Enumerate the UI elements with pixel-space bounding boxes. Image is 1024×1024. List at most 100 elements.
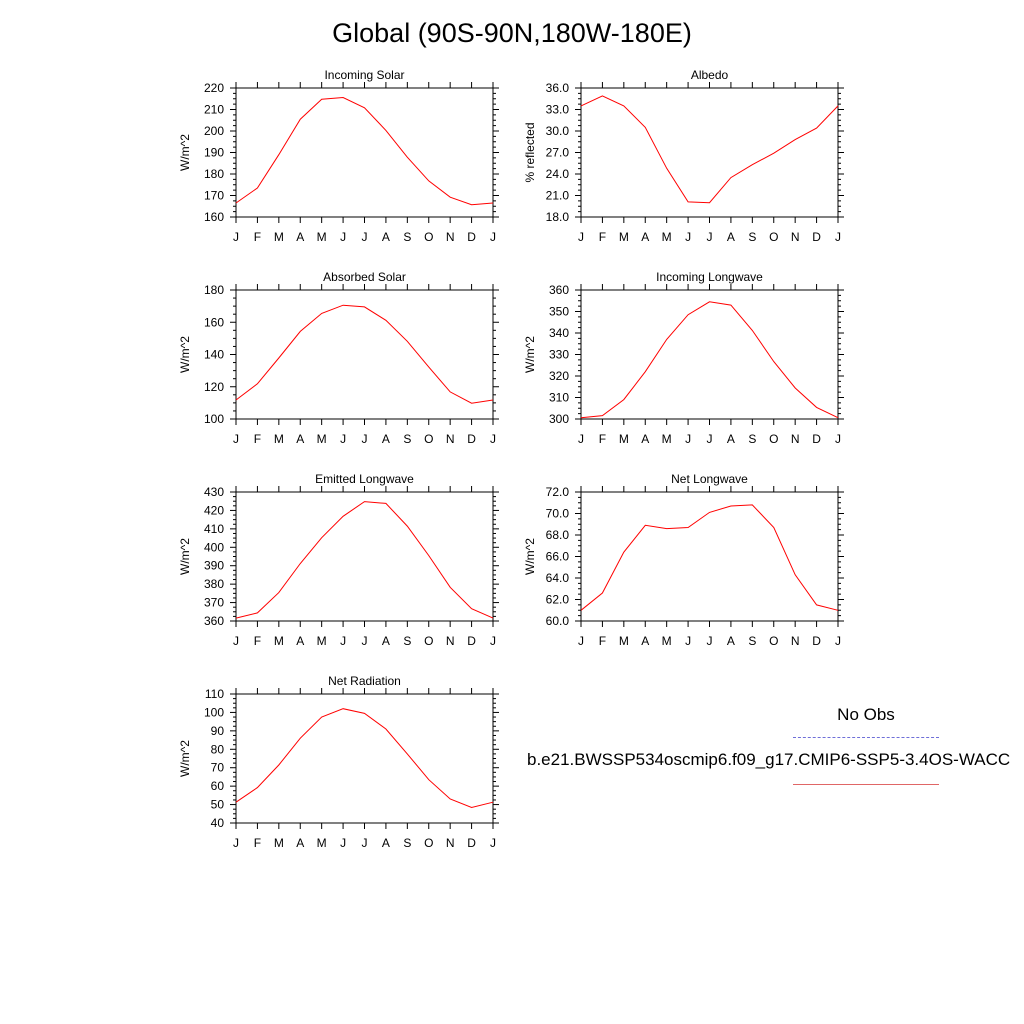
x-tick-label: F [599, 230, 606, 244]
x-tick-label: J [233, 432, 239, 446]
y-tick-label: 180 [204, 283, 224, 297]
y-tick-label: 360 [204, 614, 224, 628]
y-tick-label: 330 [549, 348, 569, 362]
y-tick-label: 60.0 [546, 614, 570, 628]
x-tick-label: J [340, 230, 346, 244]
chart-title: Net Radiation [328, 674, 401, 688]
x-tick-label: A [641, 634, 649, 648]
x-tick-label: D [467, 634, 476, 648]
legend-case-line [793, 784, 939, 785]
x-tick-label: A [382, 432, 390, 446]
x-tick-label: N [791, 432, 800, 446]
x-tick-label: J [362, 634, 368, 648]
y-tick-label: 90 [211, 724, 225, 738]
x-tick-label: S [403, 230, 411, 244]
x-tick-label: M [274, 230, 284, 244]
x-tick-label: M [317, 432, 327, 446]
y-tick-label: 360 [549, 283, 569, 297]
x-tick-label: F [254, 634, 261, 648]
y-tick-label: 100 [204, 705, 224, 719]
y-tick-label: 27.0 [546, 146, 570, 160]
x-tick-label: J [490, 836, 496, 850]
y-tick-label: 18.0 [546, 210, 570, 224]
y-tick-label: 120 [204, 380, 224, 394]
x-tick-label: M [317, 230, 327, 244]
x-tick-label: A [296, 230, 304, 244]
x-tick-label: J [578, 432, 584, 446]
x-tick-label: D [467, 230, 476, 244]
y-tick-label: 66.0 [546, 550, 570, 564]
y-tick-label: 350 [549, 305, 569, 319]
x-tick-label: A [641, 230, 649, 244]
x-tick-label: J [835, 230, 841, 244]
x-tick-label: J [362, 432, 368, 446]
y-tick-label: 40 [211, 816, 225, 830]
x-tick-label: J [490, 230, 496, 244]
chart-title: Incoming Solar [324, 68, 404, 82]
y-axis-label: % reflected [523, 122, 537, 182]
x-tick-label: N [791, 230, 800, 244]
x-tick-label: M [317, 836, 327, 850]
chart-panel-4: J F M A M J J A S O N D J300310320330340350360Incomi… [523, 270, 844, 446]
chart-panel-1: J F M A M J J A S O N D J160170180190200210220Incomi… [178, 68, 499, 244]
series-line [580, 301, 839, 419]
chart-title: Albedo [691, 68, 729, 82]
y-tick-label: 50 [211, 798, 225, 812]
y-axis-label: W/m^2 [178, 538, 192, 575]
page-title: Global (90S-90N,180W-180E) [332, 18, 692, 48]
x-tick-label: D [812, 634, 821, 648]
series-line [235, 708, 494, 809]
x-tick-label: A [727, 634, 735, 648]
x-tick-label: J [707, 432, 713, 446]
x-tick-label: M [619, 230, 629, 244]
y-axis-label: W/m^2 [178, 740, 192, 777]
x-tick-label: A [727, 230, 735, 244]
x-tick-label: J [835, 634, 841, 648]
x-tick-label: D [467, 836, 476, 850]
y-tick-label: 70 [211, 761, 225, 775]
x-tick-label: J [707, 634, 713, 648]
x-tick-label: O [769, 432, 778, 446]
x-tick-label: N [446, 634, 455, 648]
chart-panel-5: J F M A M J J A S O N D J360370380390400410420430Emi… [178, 472, 499, 648]
x-tick-label: O [424, 634, 433, 648]
x-tick-label: N [446, 836, 455, 850]
x-tick-label: J [233, 836, 239, 850]
y-tick-label: 180 [204, 167, 224, 181]
y-tick-label: 300 [549, 412, 569, 426]
x-tick-label: O [769, 230, 778, 244]
y-axis-label: W/m^2 [523, 538, 537, 575]
x-tick-label: D [812, 432, 821, 446]
series-line [235, 96, 494, 206]
legend-obs-label: No Obs [837, 705, 895, 724]
x-tick-label: J [835, 432, 841, 446]
x-tick-label: O [424, 230, 433, 244]
x-tick-label: D [812, 230, 821, 244]
x-tick-label: S [403, 836, 411, 850]
x-tick-label: O [424, 432, 433, 446]
x-tick-label: D [467, 432, 476, 446]
y-tick-label: 400 [204, 540, 224, 554]
x-tick-label: N [791, 634, 800, 648]
x-tick-label: A [727, 432, 735, 446]
x-tick-label: M [619, 634, 629, 648]
plot-frame [580, 289, 839, 420]
x-tick-label: A [296, 836, 304, 850]
chart-title: Net Longwave [671, 472, 748, 486]
x-tick-label: J [362, 836, 368, 850]
x-tick-label: A [641, 432, 649, 446]
x-tick-label: A [382, 230, 390, 244]
y-tick-label: 72.0 [546, 485, 570, 499]
x-tick-label: J [578, 230, 584, 244]
x-tick-label: J [233, 634, 239, 648]
y-tick-label: 390 [204, 559, 224, 573]
x-tick-label: J [490, 432, 496, 446]
y-tick-label: 36.0 [546, 81, 570, 95]
x-tick-label: J [685, 230, 691, 244]
x-tick-label: J [340, 634, 346, 648]
chart-title: Emitted Longwave [315, 472, 414, 486]
plot-frame [580, 87, 839, 218]
x-tick-label: S [748, 432, 756, 446]
x-tick-label: N [446, 432, 455, 446]
x-tick-label: O [424, 836, 433, 850]
